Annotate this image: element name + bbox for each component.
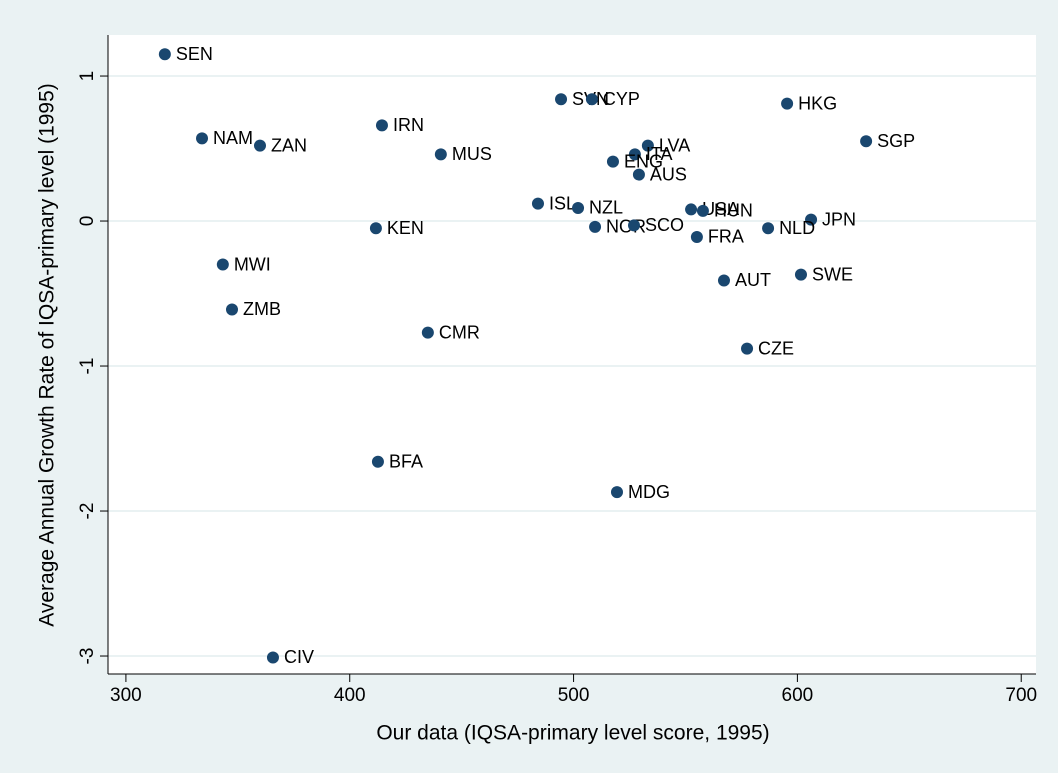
point-label: CYP bbox=[603, 89, 640, 109]
x-tick-label: 600 bbox=[782, 685, 814, 706]
point-label: LVA bbox=[659, 135, 690, 155]
point bbox=[589, 220, 602, 233]
point bbox=[434, 148, 447, 161]
y-tick-label: -1 bbox=[77, 358, 98, 375]
x-tick-label: 500 bbox=[558, 685, 590, 706]
point-label: MWI bbox=[234, 254, 271, 274]
point-label: KEN bbox=[387, 218, 424, 238]
point-label: NOR bbox=[606, 217, 646, 237]
point-label: ZMB bbox=[243, 299, 281, 319]
point-label: BFA bbox=[389, 451, 423, 471]
point-label: CZE bbox=[758, 338, 794, 358]
point-label: SWE bbox=[812, 264, 853, 284]
point bbox=[555, 93, 568, 106]
y-tick-label: 1 bbox=[77, 71, 98, 82]
point-label: HKG bbox=[798, 93, 837, 113]
point-label: ITA bbox=[646, 144, 673, 164]
point bbox=[805, 213, 818, 226]
x-tick-label: 400 bbox=[334, 685, 366, 706]
point bbox=[696, 204, 709, 217]
point bbox=[794, 268, 807, 281]
point-label: FRA bbox=[708, 227, 744, 247]
point-label: CMR bbox=[439, 322, 480, 342]
point bbox=[628, 148, 641, 161]
x-axis-label: Our data (IQSA-primary level score, 1995… bbox=[376, 722, 769, 745]
point-label: CIV bbox=[284, 647, 314, 667]
point-label: AUS bbox=[650, 164, 687, 184]
y-tick-label: 0 bbox=[77, 216, 98, 227]
point-label: USA bbox=[702, 199, 739, 219]
x-tick-label: 300 bbox=[110, 685, 142, 706]
x-tick-label: 700 bbox=[1005, 685, 1037, 706]
y-axis-label: Average Annual Growth Rate of IQSA-prima… bbox=[36, 83, 59, 627]
point-label: SGP bbox=[877, 131, 915, 151]
point bbox=[216, 258, 229, 271]
point bbox=[741, 342, 754, 355]
point bbox=[531, 197, 544, 210]
point bbox=[158, 48, 171, 61]
point-label: ISL bbox=[549, 193, 576, 213]
point bbox=[196, 132, 209, 145]
point bbox=[606, 155, 619, 168]
point bbox=[421, 326, 434, 339]
point bbox=[632, 168, 645, 181]
point bbox=[585, 93, 598, 106]
y-tick-label: -3 bbox=[77, 648, 98, 665]
point bbox=[375, 119, 388, 132]
point bbox=[762, 222, 775, 235]
point-label: AUT bbox=[735, 270, 771, 290]
point-label: NZL bbox=[589, 198, 623, 218]
point-label: MUS bbox=[452, 144, 492, 164]
point-label: ZAN bbox=[271, 135, 307, 155]
point-label: NLD bbox=[779, 218, 815, 238]
point bbox=[628, 219, 641, 232]
y-tick-label: -2 bbox=[77, 503, 98, 520]
point-label: SEN bbox=[176, 44, 213, 64]
point bbox=[226, 303, 239, 316]
point bbox=[641, 139, 654, 152]
point bbox=[781, 97, 794, 110]
point bbox=[690, 230, 703, 243]
point-label: NAM bbox=[213, 128, 253, 148]
point bbox=[572, 201, 585, 214]
point bbox=[685, 203, 698, 216]
point bbox=[371, 455, 384, 468]
point bbox=[860, 135, 873, 148]
point bbox=[610, 486, 623, 499]
point bbox=[369, 222, 382, 235]
point-label: ENG bbox=[624, 151, 663, 171]
point-label: HUN bbox=[714, 201, 753, 221]
point-label: MDG bbox=[628, 482, 670, 502]
point bbox=[253, 139, 266, 152]
point bbox=[266, 651, 279, 664]
point bbox=[717, 274, 730, 287]
point-label: IRN bbox=[393, 115, 424, 135]
point-label: JPN bbox=[822, 209, 856, 229]
point-label: SCO bbox=[645, 215, 684, 235]
